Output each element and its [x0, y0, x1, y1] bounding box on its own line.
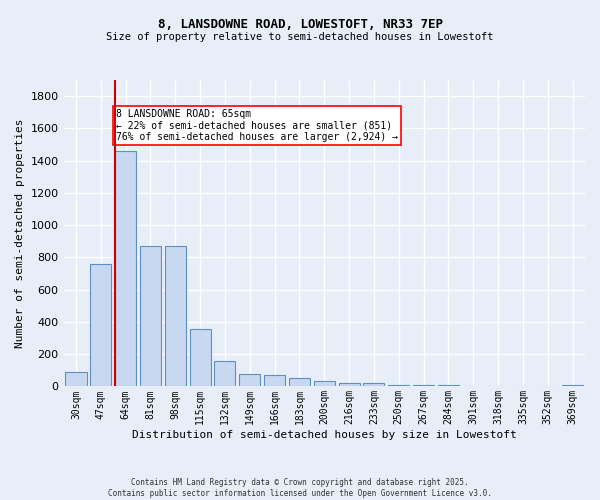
Bar: [338, 383, 359, 386]
Bar: [264, 375, 285, 386]
Bar: [140, 246, 161, 386]
Bar: [388, 385, 409, 386]
Bar: [115, 151, 136, 386]
Text: 8 LANSDOWNE ROAD: 65sqm
← 22% of semi-detached houses are smaller (851)
76% of s: 8 LANSDOWNE ROAD: 65sqm ← 22% of semi-de…: [116, 109, 398, 142]
Bar: [90, 264, 112, 386]
Text: Size of property relative to semi-detached houses in Lowestoft: Size of property relative to semi-detach…: [106, 32, 494, 42]
X-axis label: Distribution of semi-detached houses by size in Lowestoft: Distribution of semi-detached houses by …: [132, 430, 517, 440]
Y-axis label: Number of semi-detached properties: Number of semi-detached properties: [15, 118, 25, 348]
Bar: [364, 383, 385, 386]
Bar: [413, 385, 434, 386]
Bar: [562, 385, 583, 386]
Bar: [239, 374, 260, 386]
Text: Contains HM Land Registry data © Crown copyright and database right 2025.
Contai: Contains HM Land Registry data © Crown c…: [108, 478, 492, 498]
Bar: [190, 329, 211, 386]
Bar: [65, 372, 86, 386]
Bar: [165, 246, 186, 386]
Bar: [289, 378, 310, 386]
Bar: [314, 381, 335, 386]
Bar: [438, 385, 459, 386]
Text: 8, LANSDOWNE ROAD, LOWESTOFT, NR33 7EP: 8, LANSDOWNE ROAD, LOWESTOFT, NR33 7EP: [157, 18, 443, 30]
Bar: [214, 362, 235, 386]
